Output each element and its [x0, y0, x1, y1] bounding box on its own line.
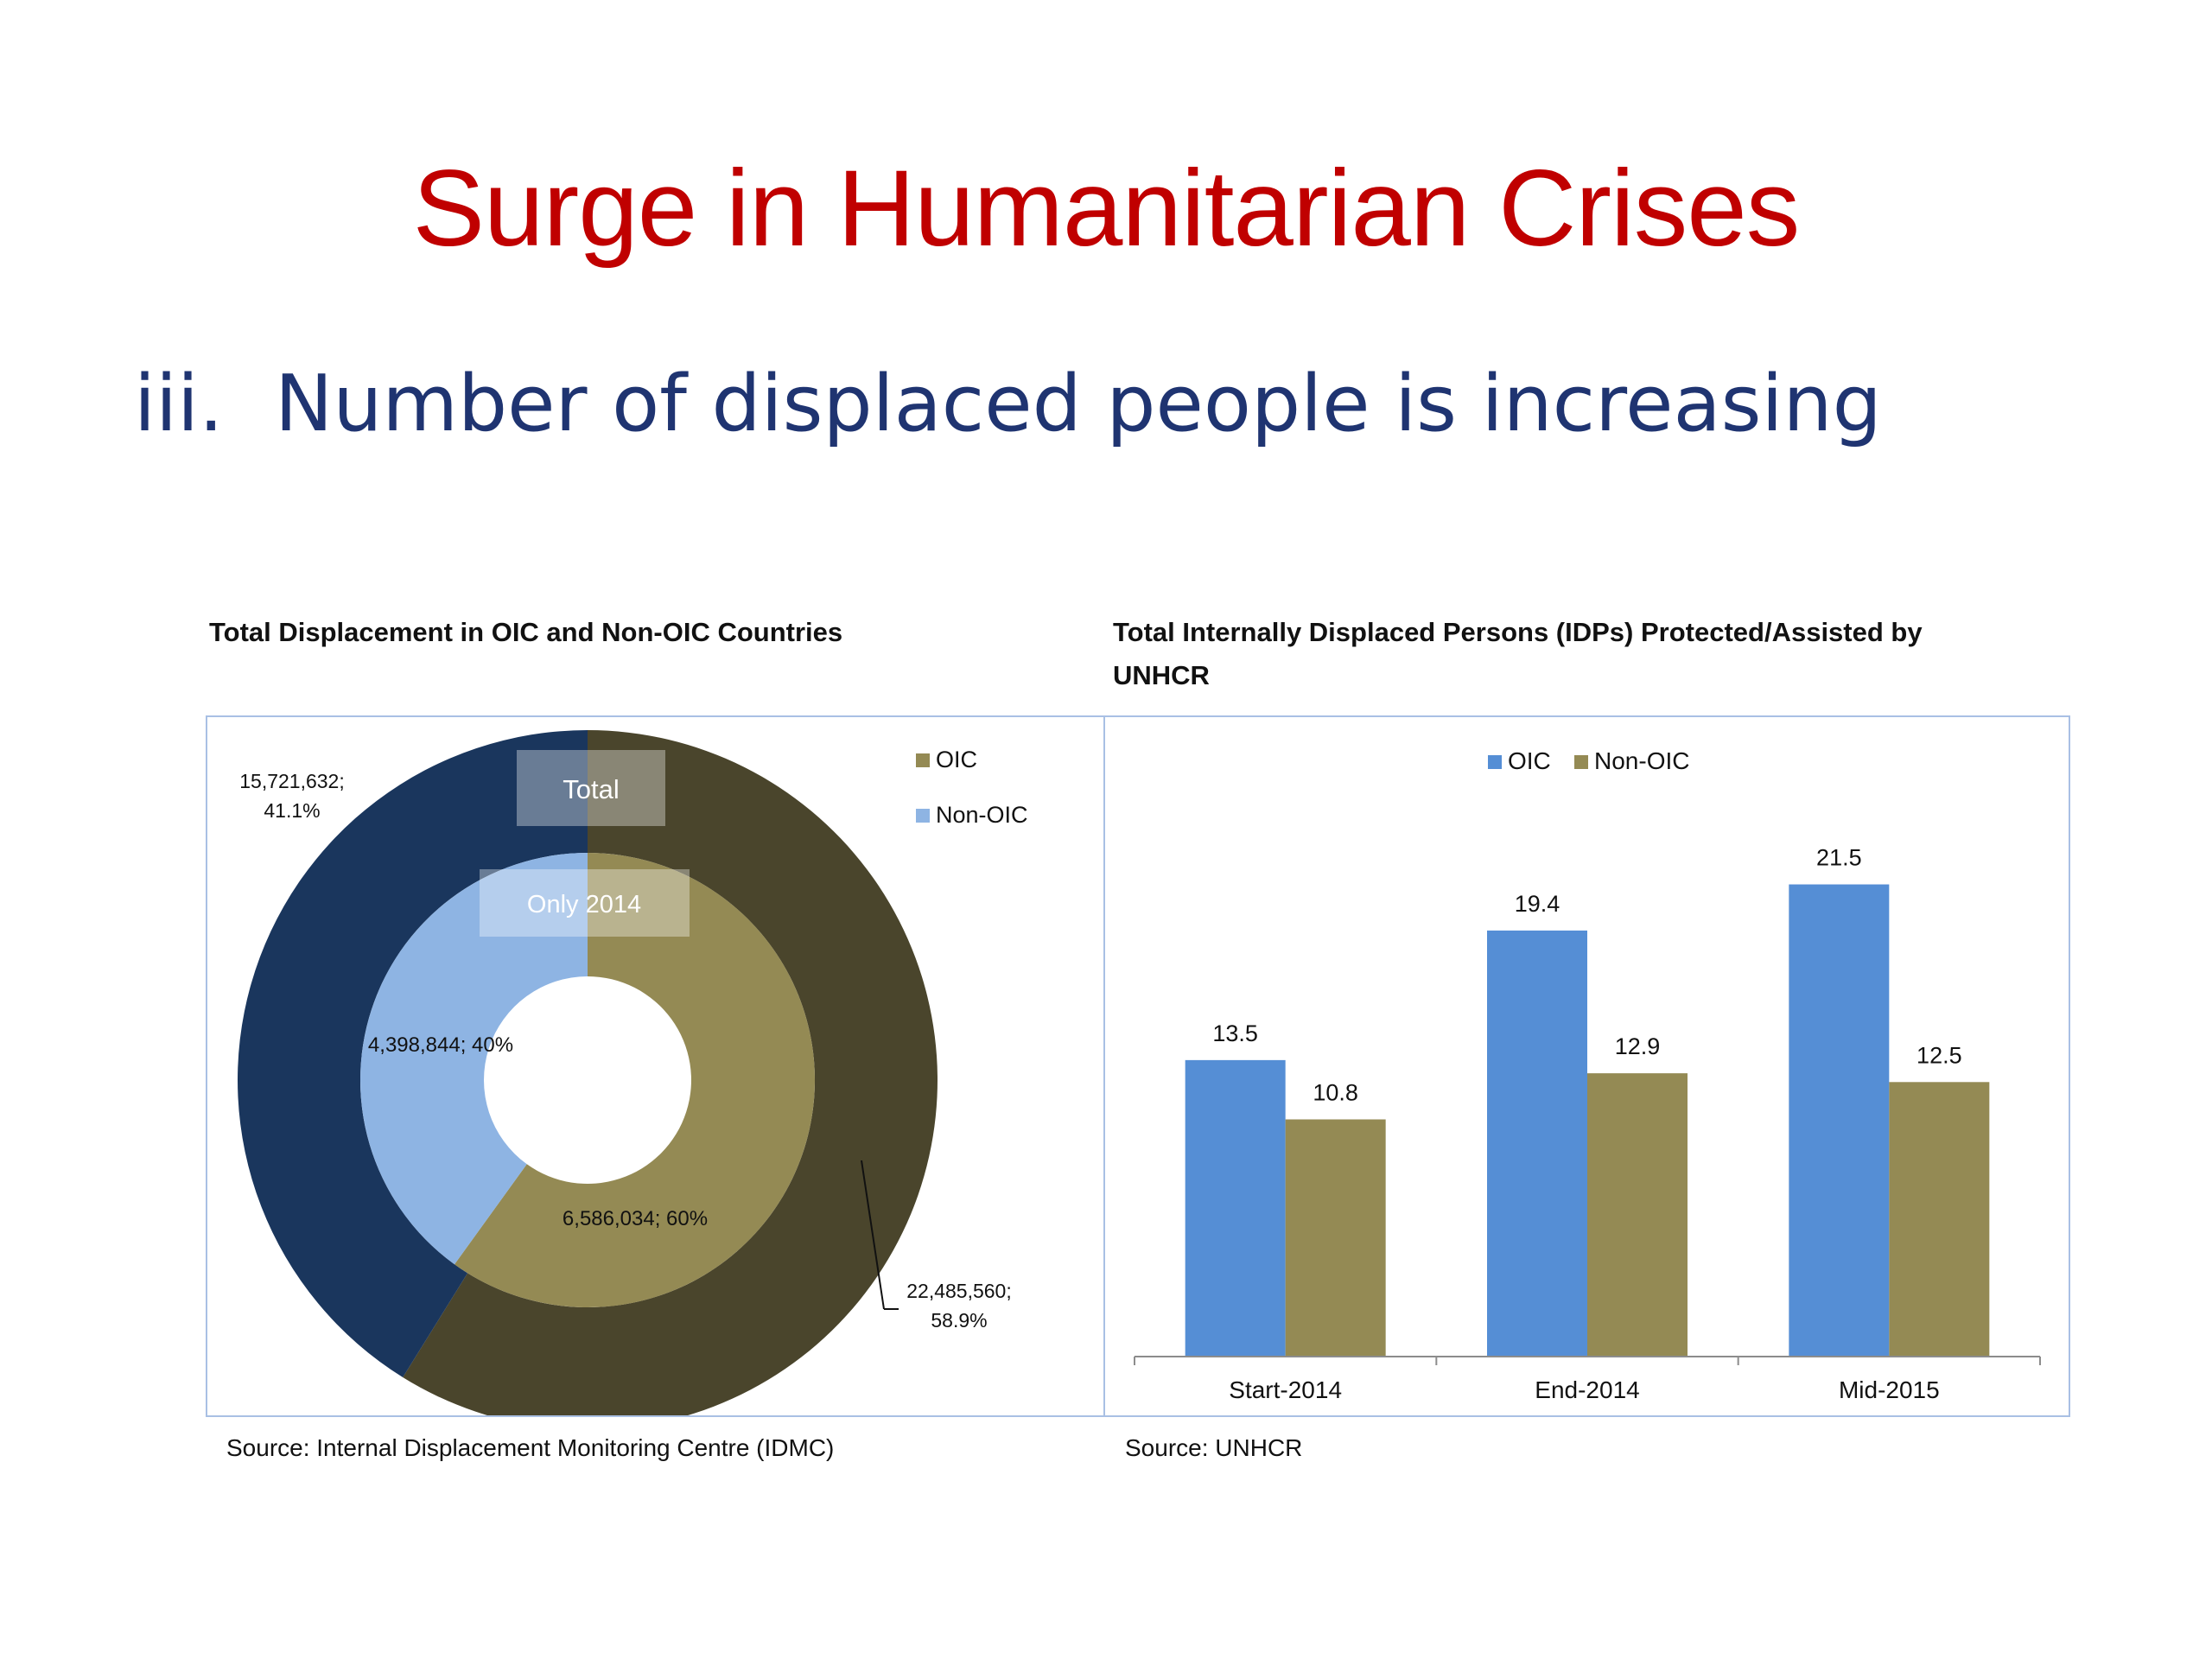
donut-chart-frame: Total Only 2014 15,721,632; 41.1% 22,485…	[206, 715, 1105, 1430]
legend-swatch-oic	[1488, 755, 1502, 769]
donut-slice-total-oic	[403, 730, 938, 1430]
data-label-oic-2014: 6,586,034; 60%	[563, 1207, 708, 1230]
x-tick-label: Mid-2015	[1839, 1376, 1940, 1403]
legend-swatch-oic	[916, 753, 930, 767]
bar-chart: 13.5 10.8 19.4 12.9 21.5 12.5 Start-2014 End-2…	[1134, 747, 2041, 1403]
bar-data-label: 21.5	[1816, 845, 1862, 871]
legend-swatch-nonoic	[916, 809, 930, 823]
bar-data-label: 13.5	[1212, 1020, 1258, 1046]
donut-chart-source: Source: Internal Displacement Monitoring…	[226, 1434, 835, 1461]
donut-slice-total-non-oic	[237, 730, 588, 1377]
bar-data-label: 12.9	[1615, 1033, 1661, 1059]
bullet-number: iii.	[134, 359, 224, 449]
bar-data-label: 12.5	[1916, 1042, 1962, 1068]
bar-non-oic-mid-2015	[1889, 1082, 1990, 1357]
data-label-nonoic-total-pct: 41.1%	[264, 799, 320, 822]
bar-data-label: 10.8	[1313, 1080, 1358, 1106]
legend-swatch-non-oic	[1574, 755, 1588, 769]
bar-legend: OIC Non-OIC	[1488, 747, 1689, 774]
legend-label-non-oic: Non-OIC	[1594, 747, 1689, 774]
bar-oic-end-2014	[1487, 930, 1587, 1357]
bar-non-oic-end-2014	[1587, 1073, 1688, 1357]
bar-oic-start-2014	[1185, 1059, 1286, 1357]
bar-chart-source: Source: UNHCR	[1125, 1434, 1303, 1461]
ring-label-total-box	[517, 750, 665, 826]
bar-chart-title-line2: UNHCR	[1113, 660, 1210, 690]
ring-label-2014-box	[480, 869, 690, 937]
x-tick-label: Start-2014	[1229, 1376, 1342, 1403]
bar-chart-title-line1: Total Internally Displaced Persons (IDPs…	[1113, 617, 1923, 647]
bar-non-oic-start-2014	[1285, 1119, 1386, 1357]
donut-chart-title: Total Displacement in OIC and Non-OIC Co…	[209, 617, 843, 647]
donut-slice-only-2014-oic	[454, 853, 816, 1307]
bar-oic-mid-2015	[1789, 884, 1890, 1357]
bar-data-label: 19.4	[1515, 891, 1560, 917]
ring-label-total: Total	[563, 774, 619, 804]
bullet-text: Number of displaced people is increasing	[275, 359, 1882, 449]
x-tick-label: End-2014	[1535, 1376, 1639, 1403]
oic-total-leader-line	[861, 1160, 885, 1310]
legend-label-oic: OIC	[1508, 747, 1551, 774]
data-label-oic-total-pct: 58.9%	[931, 1309, 987, 1332]
bars-layer: 13.5 10.8 19.4 12.9 21.5 12.5	[1185, 845, 1990, 1357]
legend-label-oic: OIC	[936, 747, 977, 772]
data-label-nonoic-total-value: 15,721,632;	[239, 770, 345, 792]
ring-label-2014: Only 2014	[527, 891, 641, 918]
data-label-oic-total-value: 22,485,560;	[906, 1280, 1012, 1302]
donut-chart: Total Only 2014 15,721,632; 41.1% 22,485…	[237, 730, 1028, 1430]
legend-label-nonoic: Non-OIC	[936, 802, 1028, 828]
slide-title: Surge in Humanitarian Crises	[412, 149, 1801, 269]
donut-inner-ring	[360, 853, 816, 1307]
data-label-nonoic-2014: 4,398,844; 40%	[368, 1033, 513, 1057]
x-axis: Start-2014 End-2014 Mid-2015	[1134, 1356, 2041, 1403]
bar-chart-title: Total Internally Displaced Persons (IDPs…	[1113, 611, 1923, 697]
donut-slice-only-2014-non-oic	[360, 853, 588, 1265]
donut-outer-ring	[237, 730, 938, 1430]
bar-chart-frame: 13.5 10.8 19.4 12.9 21.5 12.5 Start-2014 End-2…	[1103, 715, 2070, 1417]
